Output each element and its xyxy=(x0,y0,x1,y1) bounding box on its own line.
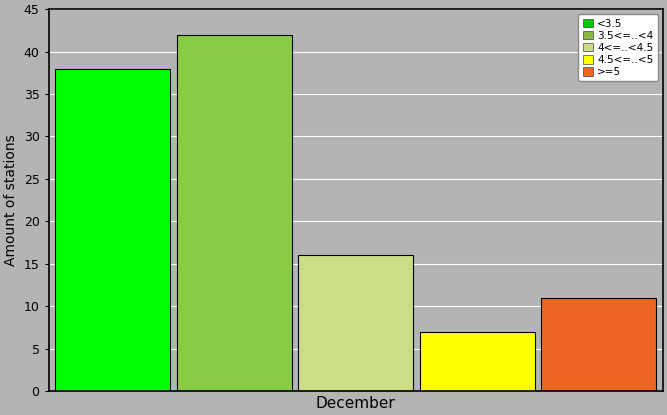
Y-axis label: Amount of stations: Amount of stations xyxy=(4,134,18,266)
Bar xyxy=(542,298,656,391)
Bar xyxy=(55,68,170,391)
Bar xyxy=(420,332,534,391)
Legend: <3.5, 3.5<=..<4, 4<=..<4.5, 4.5<=..<5, >=5: <3.5, 3.5<=..<4, 4<=..<4.5, 4.5<=..<5, >… xyxy=(578,15,658,81)
Bar xyxy=(298,255,413,391)
Bar xyxy=(177,34,291,391)
